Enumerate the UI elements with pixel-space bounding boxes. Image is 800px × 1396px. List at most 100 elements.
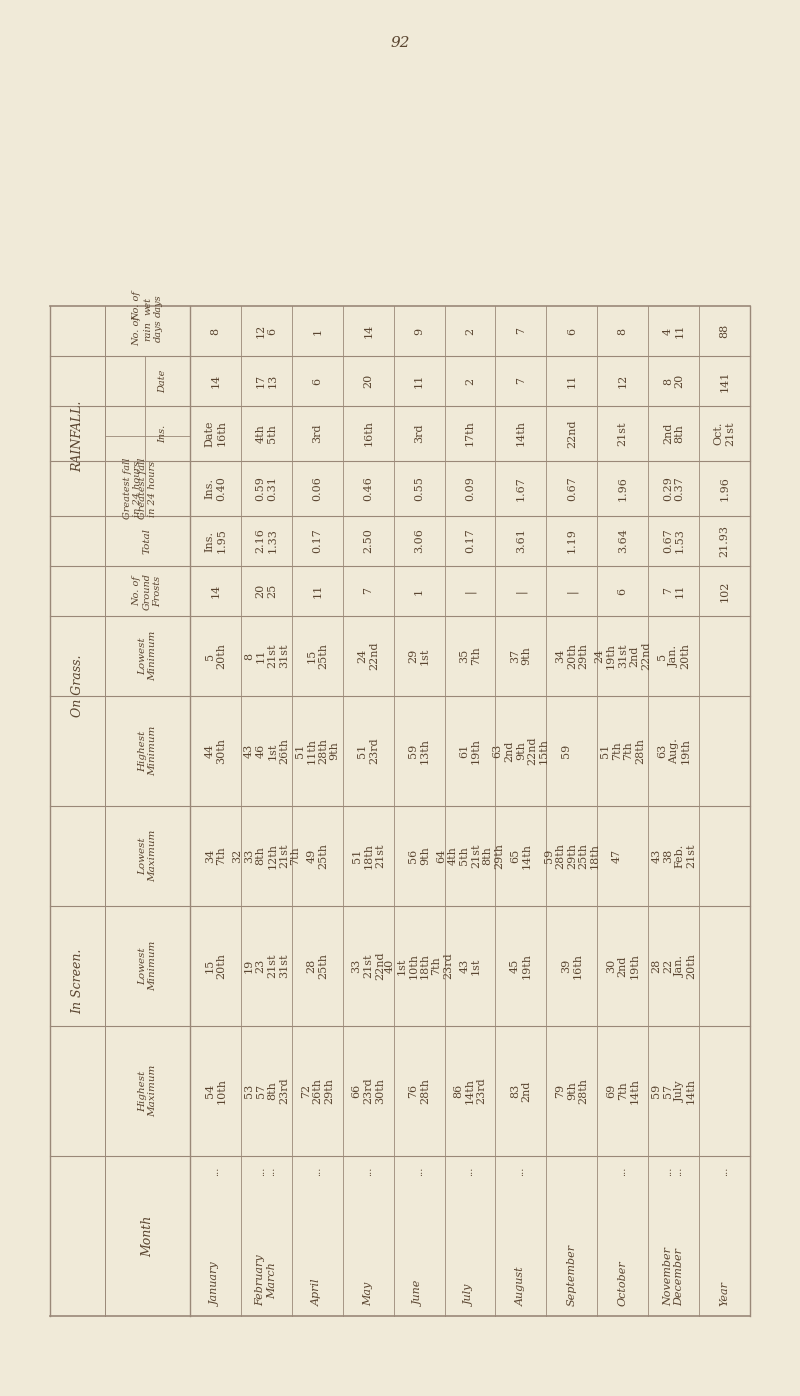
Text: 8: 8 <box>618 328 628 335</box>
Text: 0.17: 0.17 <box>465 529 475 553</box>
Text: Greatest fall
in 24 hours: Greatest fall in 24 hours <box>123 458 142 519</box>
Text: 21.93: 21.93 <box>719 525 730 557</box>
Text: ...: ... <box>364 1166 373 1175</box>
Text: 2.16
1.33: 2.16 1.33 <box>255 529 277 553</box>
Text: 7: 7 <box>516 377 526 384</box>
Text: 141: 141 <box>719 370 730 392</box>
Text: 14: 14 <box>363 324 373 338</box>
Text: 49
25th: 49 25th <box>306 843 328 868</box>
Text: 43
46
1st
26th: 43 46 1st 26th <box>244 738 289 764</box>
Text: 4th
5th: 4th 5th <box>255 424 277 443</box>
Text: 16th: 16th <box>363 420 373 447</box>
Text: 17
13: 17 13 <box>255 374 277 388</box>
Text: Greatest fall
in 24 hours: Greatest fall in 24 hours <box>138 458 157 519</box>
Text: April: April <box>312 1279 322 1307</box>
Text: |: | <box>515 589 526 593</box>
Text: 86
14th
23rd: 86 14th 23rd <box>454 1078 486 1104</box>
Text: September: September <box>567 1244 577 1307</box>
Text: RAINFALL.: RAINFALL. <box>71 401 84 472</box>
Text: ...: ... <box>618 1166 627 1175</box>
Text: 44
30th: 44 30th <box>205 738 226 764</box>
Text: 8
11
21st
31st: 8 11 21st 31st <box>244 644 289 669</box>
Text: 61
19th: 61 19th <box>459 738 481 764</box>
Text: 15
20th: 15 20th <box>205 953 226 979</box>
Text: Oct.
21st: Oct. 21st <box>714 422 735 445</box>
Text: 63
Aug.
19th: 63 Aug. 19th <box>657 738 690 764</box>
Text: 6: 6 <box>312 377 322 384</box>
Text: 7: 7 <box>363 588 373 595</box>
Text: 2.50: 2.50 <box>363 529 373 553</box>
Text: 102: 102 <box>719 581 730 602</box>
Text: 1.96: 1.96 <box>618 476 628 501</box>
Text: 24
22nd: 24 22nd <box>358 642 379 670</box>
Text: 28
25th: 28 25th <box>306 953 328 979</box>
Text: June: June <box>414 1280 424 1307</box>
Text: 64
4th
5th
21st
8th
29th: 64 4th 5th 21st 8th 29th <box>436 843 504 868</box>
Text: 59
28th
29th
25th
18th: 59 28th 29th 25th 18th <box>544 843 600 868</box>
Text: 59
57
July
14th: 59 57 July 14th <box>651 1078 696 1104</box>
Text: Lowest
Maximum: Lowest Maximum <box>138 829 157 882</box>
Text: Ins.: Ins. <box>158 424 167 443</box>
Text: 28
22
Jan.
20th: 28 22 Jan. 20th <box>651 953 696 979</box>
Text: 21st: 21st <box>618 422 628 445</box>
Text: 34
20th
29th: 34 20th 29th <box>555 644 589 669</box>
Text: 0.55: 0.55 <box>414 476 424 501</box>
Text: 56
9th: 56 9th <box>408 846 430 866</box>
Text: 76
28th: 76 28th <box>408 1078 430 1104</box>
Text: 51
18th
21st: 51 18th 21st <box>351 843 385 868</box>
Text: 43
1st: 43 1st <box>459 958 481 974</box>
Text: 32
33
8th
12th
21st
7th: 32 33 8th 12th 21st 7th <box>232 843 300 868</box>
Text: |: | <box>464 589 476 593</box>
Text: 11: 11 <box>312 584 322 597</box>
Text: |: | <box>566 589 578 593</box>
Text: Month: Month <box>141 1216 154 1256</box>
Text: No. of
wet
days: No. of wet days <box>133 290 162 321</box>
Text: 2: 2 <box>465 328 475 335</box>
Text: 6: 6 <box>567 328 577 335</box>
Text: 0.29
0.37: 0.29 0.37 <box>663 476 685 501</box>
Text: 17th: 17th <box>465 420 475 447</box>
Text: 51
11th
28th
9th: 51 11th 28th 9th <box>295 738 340 764</box>
Text: 1: 1 <box>312 328 322 335</box>
Text: 12
6: 12 6 <box>255 324 277 338</box>
Text: 59
13th: 59 13th <box>408 738 430 764</box>
Text: 33
21st
22nd: 33 21st 22nd <box>351 952 385 980</box>
Text: 19
23
21st
31st: 19 23 21st 31st <box>244 953 289 979</box>
Text: 0.67: 0.67 <box>567 476 577 501</box>
Text: February
March: February March <box>255 1255 277 1307</box>
Text: No. of
Ground
Frosts: No. of Ground Frosts <box>133 572 162 610</box>
Text: 47: 47 <box>612 849 634 863</box>
Text: Lowest
Minimum: Lowest Minimum <box>138 631 157 681</box>
Text: 92: 92 <box>390 36 410 50</box>
Text: 8: 8 <box>210 328 221 335</box>
Text: 0.09: 0.09 <box>465 476 475 501</box>
Text: Total: Total <box>143 528 152 554</box>
Text: 5
Jan.
20th: 5 Jan. 20th <box>657 644 690 669</box>
Text: 2nd
8th: 2nd 8th <box>663 423 685 444</box>
Text: January: January <box>210 1262 221 1307</box>
Text: May: May <box>363 1282 373 1307</box>
Text: 7: 7 <box>516 328 526 335</box>
Text: August: August <box>516 1266 526 1307</box>
Text: 22nd: 22nd <box>567 419 577 448</box>
Text: 29
1st: 29 1st <box>408 648 430 664</box>
Text: 51
23rd: 51 23rd <box>358 737 379 765</box>
Text: 0.59
0.31: 0.59 0.31 <box>255 476 277 501</box>
Text: 9: 9 <box>414 328 424 335</box>
Text: 1: 1 <box>414 588 424 595</box>
Text: 14th: 14th <box>516 420 526 447</box>
Text: 3rd: 3rd <box>312 424 322 444</box>
Text: 30
2nd
19th: 30 2nd 19th <box>606 953 639 979</box>
Text: Highest
Maximum: Highest Maximum <box>138 1065 157 1117</box>
Text: Year: Year <box>719 1282 730 1307</box>
Text: 2: 2 <box>465 377 475 384</box>
Text: 0.67
1.53: 0.67 1.53 <box>663 529 685 553</box>
Text: 0.06: 0.06 <box>312 476 322 501</box>
Text: 59: 59 <box>561 744 582 758</box>
Text: ...: ... <box>414 1166 423 1175</box>
Text: Date: Date <box>158 370 167 392</box>
Text: ...
...: ... ... <box>257 1166 276 1175</box>
Text: 8
20: 8 20 <box>663 374 685 388</box>
Text: Ins.
0.40: Ins. 0.40 <box>205 476 226 501</box>
Text: 35
7th: 35 7th <box>459 646 481 666</box>
